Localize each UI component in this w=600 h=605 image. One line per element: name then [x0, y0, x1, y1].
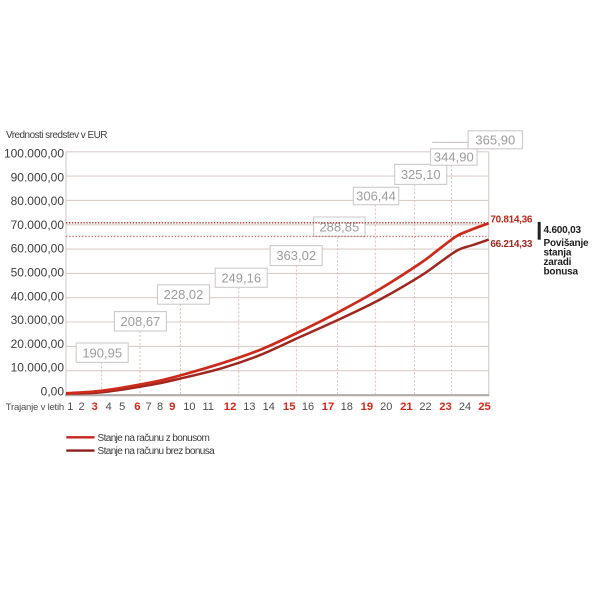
svg-text:80.000,00: 80.000,00	[11, 194, 65, 208]
svg-text:15: 15	[283, 401, 296, 413]
svg-text:zaradi: zaradi	[544, 257, 572, 268]
svg-text:2: 2	[78, 401, 84, 413]
svg-text:365,90: 365,90	[475, 132, 515, 147]
svg-text:228,02: 228,02	[164, 287, 204, 302]
svg-text:12: 12	[224, 401, 237, 413]
svg-text:Stanje na računu z bonusom: Stanje na računu z bonusom	[98, 433, 210, 444]
svg-text:13: 13	[243, 401, 255, 413]
svg-text:Povišanje: Povišanje	[544, 238, 590, 249]
svg-text:4: 4	[106, 401, 112, 413]
svg-text:19: 19	[361, 401, 374, 413]
svg-text:10.000,00: 10.000,00	[11, 361, 65, 375]
svg-text:11: 11	[202, 401, 213, 413]
svg-text:25: 25	[478, 401, 491, 413]
svg-text:40.000,00: 40.000,00	[11, 289, 65, 303]
svg-text:90.000,00: 90.000,00	[11, 171, 65, 185]
svg-text:249,16: 249,16	[221, 270, 261, 285]
svg-text:Vrednosti sredstev v EUR: Vrednosti sredstev v EUR	[6, 130, 107, 141]
svg-text:bonusa: bonusa	[544, 267, 579, 278]
svg-text:21: 21	[400, 401, 413, 413]
svg-text:363,02: 363,02	[276, 248, 316, 263]
svg-text:4.600,03: 4.600,03	[544, 225, 582, 236]
svg-text:325,10: 325,10	[401, 167, 441, 182]
svg-text:22: 22	[419, 401, 431, 413]
svg-text:20.000,00: 20.000,00	[11, 337, 65, 351]
svg-text:66.214,33: 66.214,33	[490, 239, 533, 250]
svg-text:8: 8	[157, 401, 163, 413]
svg-text:Trajanje v letih: Trajanje v letih	[6, 402, 64, 413]
svg-text:17: 17	[322, 401, 335, 413]
svg-text:208,67: 208,67	[121, 314, 161, 329]
svg-text:Stanje na računu brez bonusa: Stanje na računu brez bonusa	[98, 446, 216, 457]
svg-text:20: 20	[380, 401, 392, 413]
svg-text:60.000,00: 60.000,00	[11, 242, 65, 256]
svg-text:7: 7	[146, 401, 152, 413]
svg-text:0,00: 0,00	[41, 384, 65, 398]
svg-text:190,95: 190,95	[82, 345, 122, 360]
svg-text:10: 10	[183, 401, 195, 413]
svg-text:100.000,00: 100.000,00	[4, 147, 64, 161]
svg-text:30.000,00: 30.000,00	[11, 313, 65, 327]
svg-text:70.000,00: 70.000,00	[11, 218, 65, 232]
svg-text:5: 5	[119, 401, 125, 413]
svg-text:16: 16	[302, 401, 314, 413]
svg-text:24: 24	[459, 401, 471, 413]
svg-text:344,90: 344,90	[434, 150, 474, 165]
svg-text:3: 3	[92, 401, 98, 413]
svg-text:9: 9	[169, 401, 175, 413]
svg-text:23: 23	[439, 401, 452, 413]
svg-text:306,44: 306,44	[356, 189, 396, 204]
svg-text:18: 18	[341, 401, 353, 413]
svg-text:50.000,00: 50.000,00	[11, 266, 65, 280]
svg-text:70.814,36: 70.814,36	[490, 214, 533, 225]
svg-text:288,85: 288,85	[319, 219, 359, 234]
svg-text:6: 6	[134, 401, 140, 413]
svg-text:1: 1	[67, 401, 73, 413]
svg-text:14: 14	[263, 401, 275, 413]
svg-text:stanja: stanja	[544, 248, 572, 259]
